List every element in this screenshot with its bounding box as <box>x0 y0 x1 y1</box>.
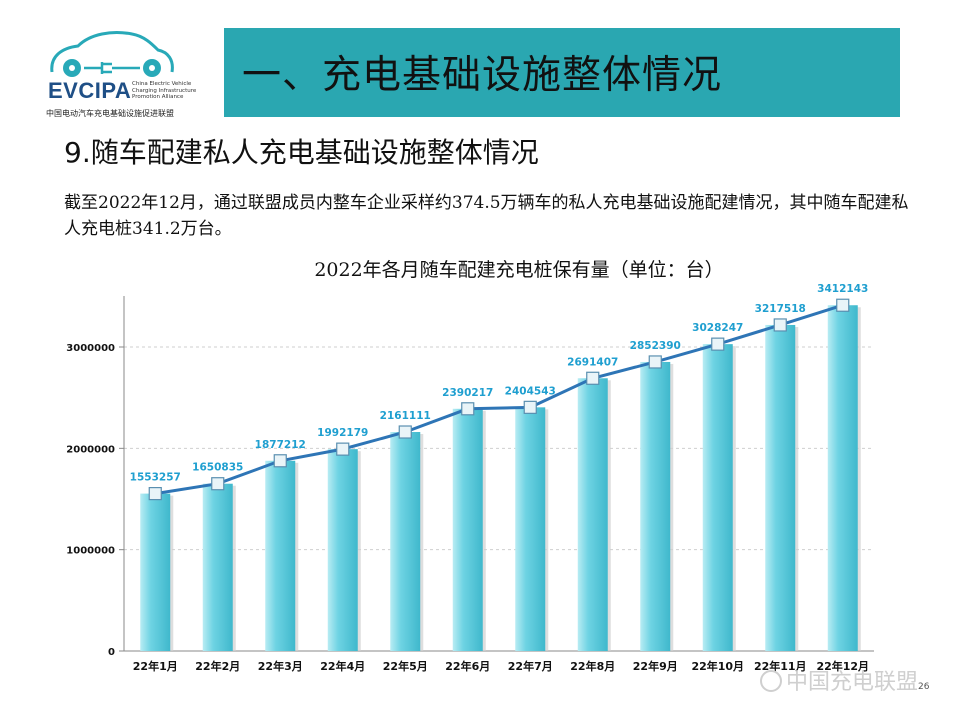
bar <box>765 324 796 651</box>
bar <box>515 407 546 651</box>
data-label: 2390217 <box>442 387 493 399</box>
data-marker <box>398 425 412 439</box>
data-marker <box>711 337 725 351</box>
x-tick-label: 22年11月 <box>754 659 807 673</box>
x-tick-label: 22年3月 <box>258 659 303 673</box>
x-tick-label: 22年9月 <box>633 659 678 673</box>
data-label: 1553257 <box>130 472 181 484</box>
data-marker <box>336 442 350 456</box>
data-marker <box>461 402 475 416</box>
watermark: 中国充电联盟 <box>760 664 918 696</box>
data-label: 2161111 <box>380 410 431 422</box>
data-marker <box>273 454 287 468</box>
x-tick-label: 22年4月 <box>320 659 365 673</box>
data-label: 3412143 <box>817 283 868 295</box>
data-label: 1877212 <box>255 439 306 451</box>
data-marker <box>648 355 662 369</box>
bar <box>140 493 171 651</box>
data-marker <box>586 371 600 385</box>
data-label: 2404543 <box>505 385 556 397</box>
x-tick-label: 22年8月 <box>570 659 615 673</box>
data-label: 2852390 <box>630 340 681 352</box>
data-marker <box>211 477 225 491</box>
x-tick-label: 22年2月 <box>195 659 240 673</box>
bar <box>577 378 608 651</box>
y-tick-label: 0 <box>108 647 115 658</box>
data-label: 3217518 <box>755 303 806 315</box>
watermark-text: 中国充电联盟 <box>786 670 919 695</box>
intro-paragraph: 截至2022年12月，通过联盟成员内整车企业采样约374.5万辆车的私人充电基础… <box>64 193 909 239</box>
car-plug-icon <box>50 31 174 77</box>
data-label: 1650835 <box>192 462 243 474</box>
x-tick-label: 22年6月 <box>445 659 490 673</box>
evcipa-logo: EVCIPA China Electric Vehicle Charging I… <box>40 26 210 122</box>
bar <box>327 449 358 651</box>
bar <box>640 361 671 651</box>
header-banner: 一、充电基础设施整体情况 <box>224 28 900 117</box>
y-tick-label: 3000000 <box>66 343 115 354</box>
y-tick-label: 1000000 <box>66 546 115 557</box>
x-tick-label: 22年5月 <box>383 659 428 673</box>
data-label: 3028247 <box>692 322 743 334</box>
banner-title: 一、充电基础设施整体情况 <box>242 53 723 98</box>
data-marker <box>148 487 162 501</box>
x-tick-label: 22年10月 <box>691 659 744 673</box>
page-number: 26 <box>918 682 930 692</box>
bar <box>452 408 483 651</box>
series-line <box>155 303 844 496</box>
x-tick-label: 22年1月 <box>133 659 178 673</box>
wechat-icon <box>760 670 782 692</box>
bar <box>202 483 233 651</box>
logo-tagline: China Electric Vehicle Charging Infrastr… <box>132 81 197 100</box>
bar <box>390 432 421 651</box>
logo-brand: EVCIPA <box>48 78 132 103</box>
bar <box>265 460 296 651</box>
data-marker <box>836 298 850 312</box>
logo-cn-name: 中国电动汽车充电基础设施促进联盟 <box>46 109 174 118</box>
data-marker <box>523 400 537 414</box>
section-title: 9.随车配建私人充电基础设施整体情况 <box>64 136 539 169</box>
x-tick-label: 22年7月 <box>508 659 553 673</box>
y-tick-label: 2000000 <box>66 444 115 455</box>
data-marker <box>773 318 787 332</box>
bar <box>702 344 733 651</box>
x-tick-label: 22年12月 <box>816 659 869 673</box>
data-label: 2691407 <box>567 356 618 368</box>
bar <box>827 305 858 651</box>
data-label: 1992179 <box>317 427 368 439</box>
chart-title: 2022年各月随车配建充电桩保有量（单位：台） <box>314 259 723 281</box>
